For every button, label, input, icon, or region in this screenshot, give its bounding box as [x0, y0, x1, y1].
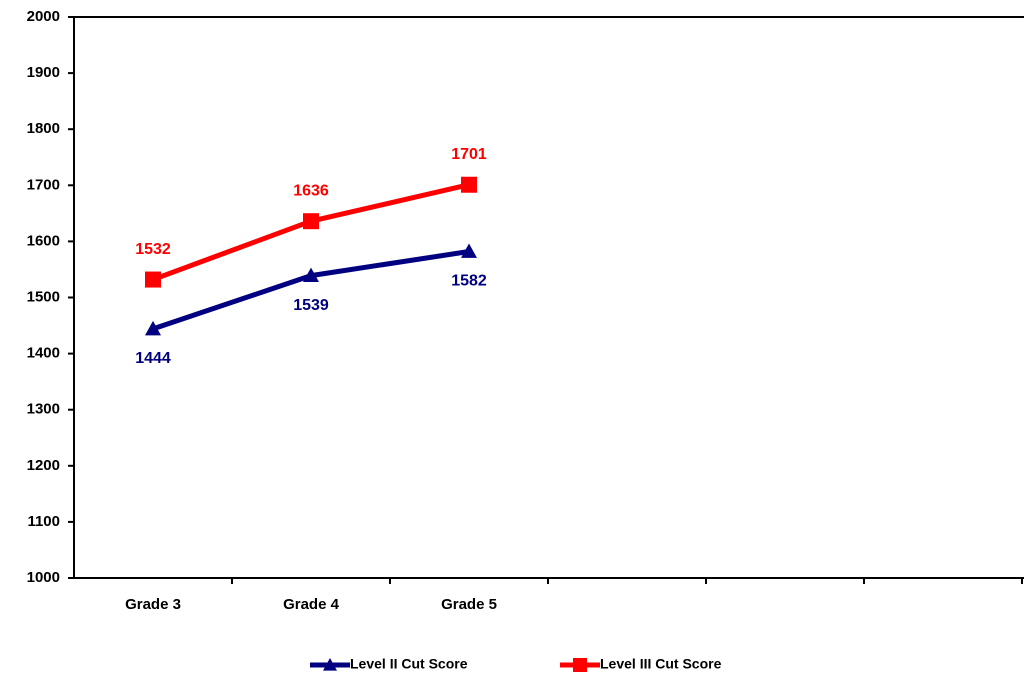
y-tick-label: 1300: [27, 401, 60, 418]
x-tick-label: Grade 3: [125, 596, 181, 613]
y-tick-label: 1500: [27, 288, 60, 305]
point: [303, 213, 319, 230]
legend-label: Level II Cut Score: [350, 656, 468, 672]
y-tick-label: 1000: [27, 569, 60, 586]
y-tick-label: 1100: [27, 513, 60, 530]
point: [303, 267, 319, 283]
data-label: 1582: [451, 273, 487, 290]
point: [145, 271, 161, 288]
point: [145, 320, 161, 336]
x-tick-label: Grade 5: [441, 596, 497, 613]
point: [461, 243, 477, 258]
y-tick-label: 1800: [27, 120, 60, 137]
point: [323, 658, 337, 671]
y-tick-label: 1200: [27, 457, 60, 474]
data-label: 1444: [135, 350, 171, 367]
data-label: 1539: [293, 297, 329, 314]
y-tick-label: 2000: [27, 8, 60, 25]
y-tick-label: 1900: [27, 64, 60, 81]
point: [573, 658, 587, 672]
y-tick-label: 1700: [27, 176, 60, 193]
legend-label: Level III Cut Score: [600, 656, 722, 672]
y-tick-label: 1400: [27, 345, 60, 362]
data-label: 1701: [451, 146, 487, 163]
data-label: 1636: [293, 182, 329, 199]
data-label: 1532: [135, 241, 171, 258]
point: [461, 176, 477, 193]
y-tick-label: 1600: [27, 232, 60, 249]
x-tick-label: Grade 4: [283, 596, 340, 613]
